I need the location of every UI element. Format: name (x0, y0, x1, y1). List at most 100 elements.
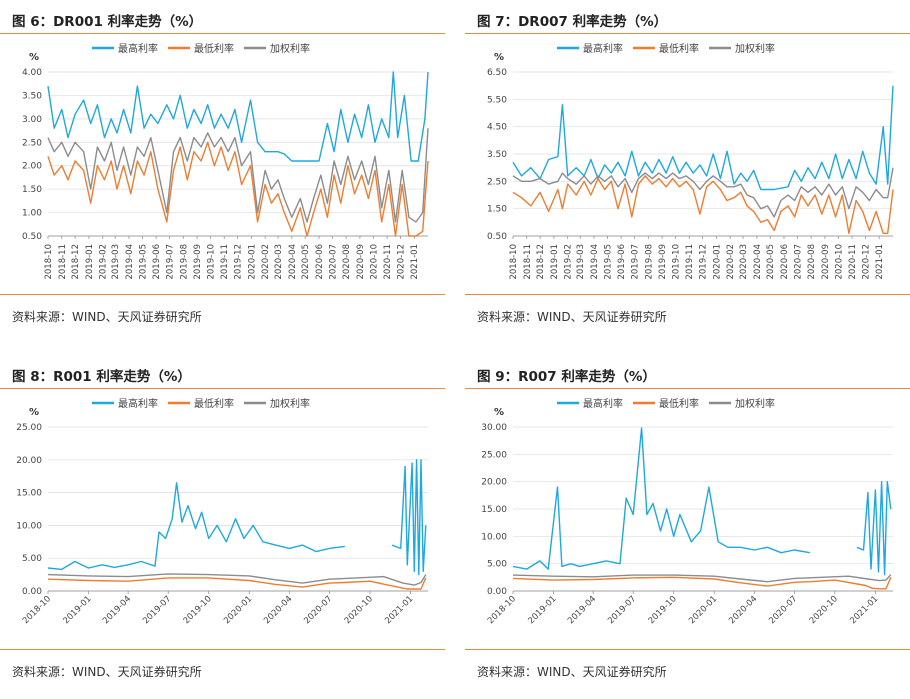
y-axis-unit: % (494, 52, 504, 63)
r007-chart: % 最高利率 最低利率 加权利率 0.00 5.00 10.00 15.00 20.00 25.0… (481, 397, 893, 626)
y-tick-label: 3.50 (22, 91, 42, 101)
y-tick-label: 0.50 (487, 232, 507, 242)
legend-label: 最高利率 (118, 42, 158, 55)
chart-panel-dr001: 图 6：DR001 利率走势（%） % 最高利率 最低利率 加权利率 0.50 1.00 1… (0, 0, 445, 340)
y-tick-label: 1.00 (22, 209, 42, 219)
legend-label: 最低利率 (194, 397, 234, 410)
x-tick-label: 2019-10 (647, 594, 679, 626)
y-axis-unit: % (494, 407, 504, 418)
x-tick-label: 2020-03 (274, 244, 284, 280)
series-line (512, 167, 894, 218)
divider (465, 388, 910, 389)
legend-label: 最高利率 (583, 397, 623, 410)
x-tick-label: 2019-07 (606, 594, 638, 626)
chart-title: 图 8：R001 利率走势（%） (12, 369, 191, 385)
x-tick-label: 2020-07 (302, 594, 334, 626)
x-tick-label: 2020-10 (834, 244, 844, 280)
x-tick-label: 2020-06 (315, 244, 325, 280)
x-tick-label: 2020-05 (301, 244, 311, 280)
x-tick-label: 2018-10 (509, 244, 519, 280)
x-tick-label: 2019-04 (590, 244, 600, 280)
legend-item: 加权利率 (244, 42, 310, 55)
y-tick-label: 25.00 (16, 423, 42, 433)
legend-label: 最高利率 (118, 397, 158, 410)
y-tick-label: 5.00 (487, 560, 507, 570)
x-tick-label: 2019-05 (603, 244, 613, 280)
x-tick-label: 2020-02 (726, 244, 736, 280)
legend-item: 最低利率 (168, 397, 234, 410)
divider (465, 649, 910, 650)
x-tick-label: 2019-05 (138, 244, 148, 280)
x-tick-label: 2019-02 (99, 244, 109, 280)
x-tick-label: 2021-01 (383, 594, 415, 626)
x-tick-label: 2020-08 (807, 244, 817, 280)
x-tick-label: 2020-04 (753, 244, 763, 280)
x-tick-label: 2021-01 (875, 244, 885, 280)
x-tick-label: 2021-01 (410, 244, 420, 280)
y-tick-label: 20.00 (481, 478, 507, 488)
x-tick-label: 2020-04 (727, 594, 759, 626)
series-line (47, 71, 429, 162)
y-axis-unit: % (29, 52, 39, 63)
x-tick-label: 2018-10 (44, 244, 54, 280)
x-tick-label: 2019-12 (699, 244, 709, 280)
x-tick-label: 2019-07 (165, 244, 175, 280)
x-tick-label: 2020-12 (861, 244, 871, 280)
x-tick-label: 2019-09 (658, 244, 668, 280)
series-line (47, 573, 427, 586)
y-tick-label: 0.00 (22, 587, 42, 597)
x-tick-label: 2019-03 (111, 244, 121, 280)
x-tick-label: 2020-01 (687, 594, 719, 626)
x-tick-label: 2020-06 (780, 244, 790, 280)
series-line (512, 427, 810, 570)
y-tick-label: 6.50 (487, 68, 507, 78)
series-line (856, 480, 892, 576)
x-tick-label: 2020-08 (342, 244, 352, 280)
y-tick-label: 10.00 (481, 532, 507, 542)
x-tick-label: 2018-12 (71, 244, 81, 280)
x-tick-label: 2020-07 (793, 244, 803, 280)
divider (0, 649, 445, 650)
source-note: 资料来源：WIND、天风证券研究所 (477, 310, 667, 324)
x-tick-label: 2019-10 (182, 594, 214, 626)
legend-item: 最低利率 (633, 397, 699, 410)
x-tick-label: 2019-01 (526, 594, 558, 626)
source-note: 资料来源：WIND、天风证券研究所 (477, 665, 667, 679)
source-note: 资料来源：WIND、天风证券研究所 (12, 310, 202, 324)
legend-label: 加权利率 (270, 42, 310, 55)
series-line (47, 482, 345, 571)
y-tick-label: 20.00 (16, 456, 42, 466)
x-tick-label: 2020-01 (247, 244, 257, 280)
legend-item: 最高利率 (557, 397, 623, 410)
series-line (512, 576, 892, 590)
x-tick-label: 2018-11 (523, 244, 533, 280)
y-tick-label: 15.00 (16, 489, 42, 499)
x-tick-label: 2019-06 (152, 244, 162, 280)
series-line (391, 459, 427, 576)
legend-label: 加权利率 (735, 42, 775, 55)
x-tick-label: 2019-10 (671, 244, 681, 280)
y-tick-label: 15.00 (481, 505, 507, 515)
divider (0, 388, 445, 389)
y-tick-label: 2.50 (487, 177, 507, 187)
legend-label: 最高利率 (583, 42, 623, 55)
chart-title: 图 6：DR001 利率走势（%） (12, 14, 203, 30)
x-tick-label: 2019-07 (630, 244, 640, 280)
chart-panel-r007: 图 9：R007 利率走势（%） % 最高利率 最低利率 加权利率 0.00 5.00 10… (465, 355, 910, 695)
x-tick-label: 2020-12 (396, 244, 406, 280)
x-tick-label: 2019-04 (101, 594, 133, 626)
series-line (47, 141, 429, 237)
y-tick-label: 2.50 (22, 138, 42, 148)
y-tick-label: 25.00 (481, 450, 507, 460)
legend-item: 最高利率 (92, 397, 158, 410)
x-tick-label: 2019-08 (644, 244, 654, 280)
x-tick-label: 2020-11 (848, 244, 858, 280)
y-tick-label: 4.00 (22, 68, 42, 78)
series-line (47, 577, 427, 590)
x-tick-label: 2019-10 (206, 244, 216, 280)
x-tick-label: 2019-06 (617, 244, 627, 280)
legend-label: 最低利率 (659, 42, 699, 55)
chart-panel-r001: 图 8：R001 利率走势（%） % 最高利率 最低利率 加权利率 0.00 5.00 10… (0, 355, 445, 695)
y-axis-unit: % (29, 407, 39, 418)
source-note: 资料来源：WIND、天风证券研究所 (12, 665, 202, 679)
